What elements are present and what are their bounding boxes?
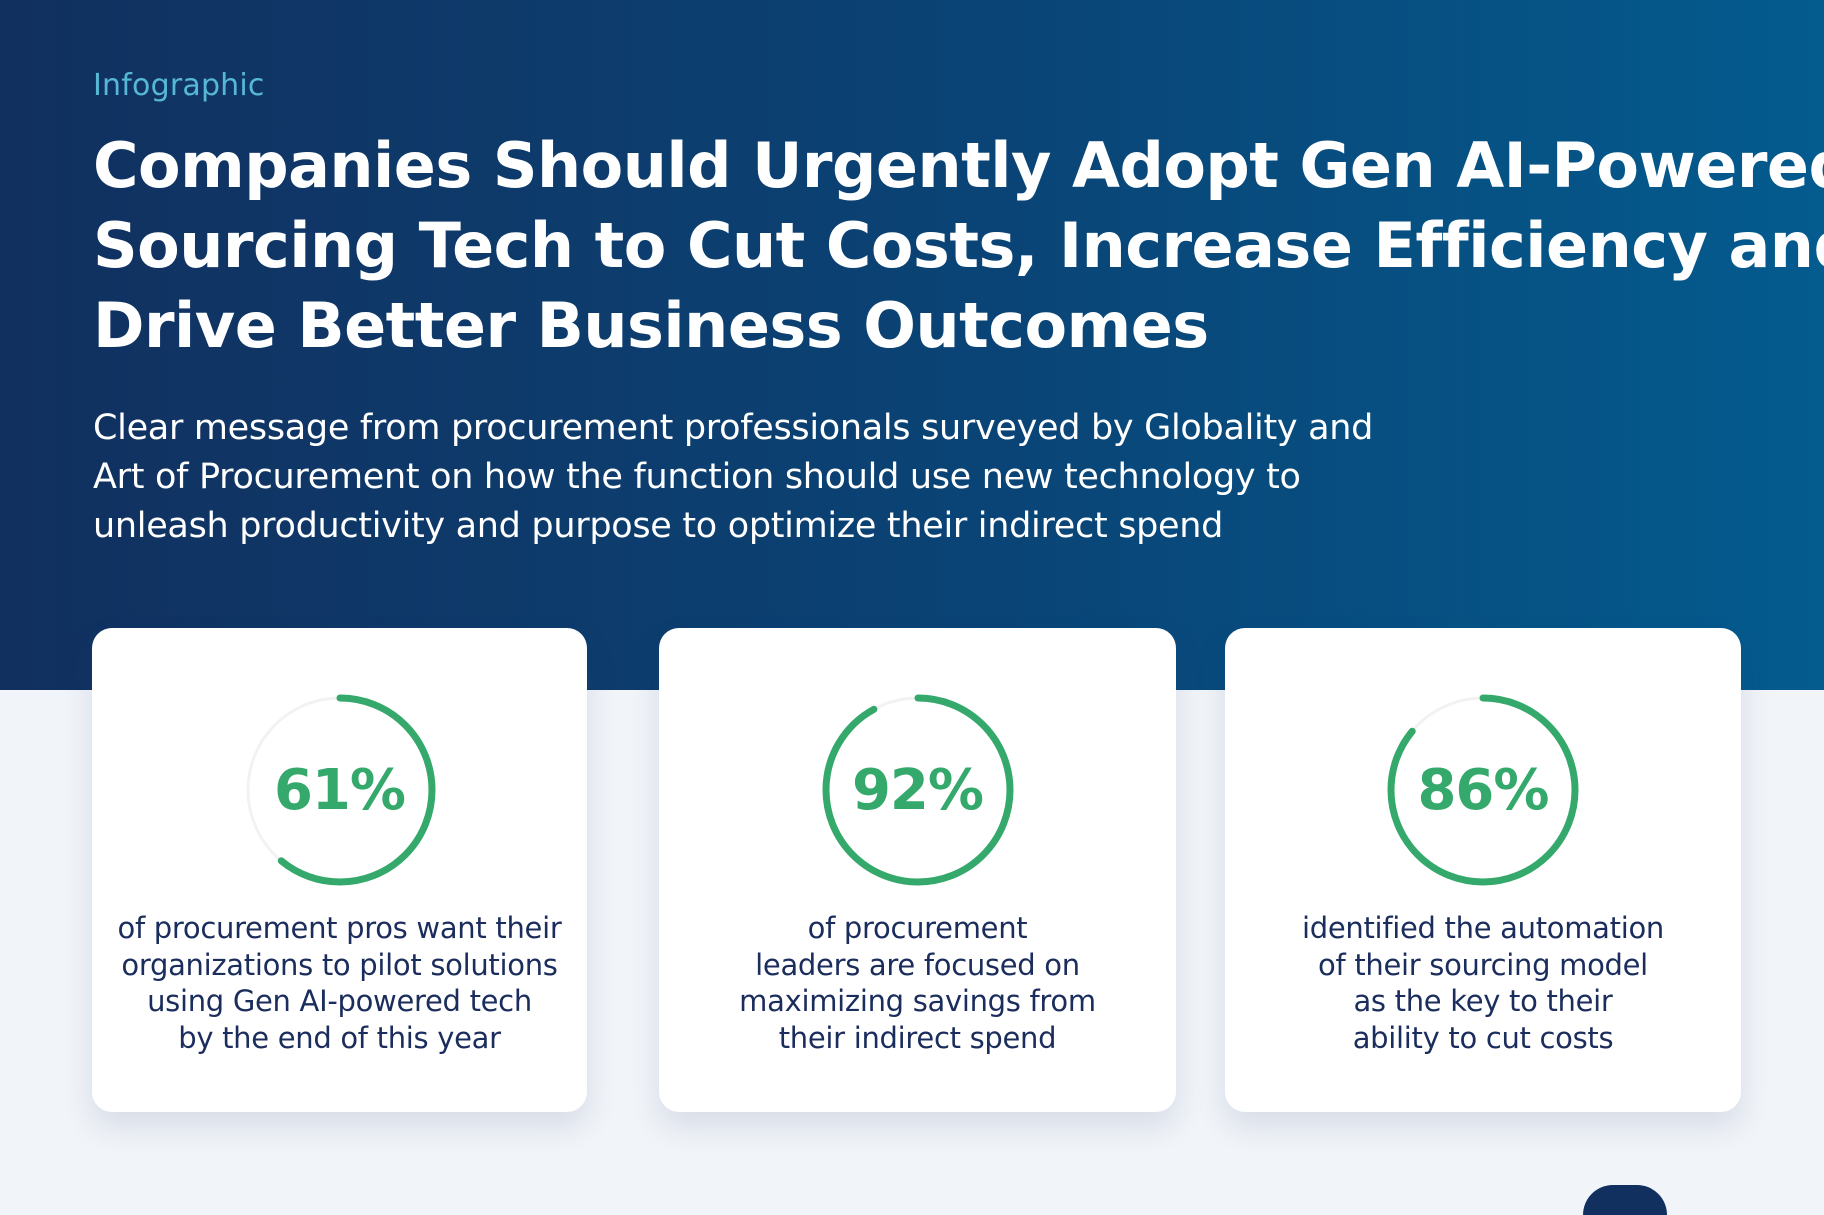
description-line: leaders are focused on: [755, 947, 1080, 982]
progress-ring-icon: [822, 694, 1013, 886]
description-line: maximizing savings from: [739, 984, 1096, 1018]
description-line: of their sourcing model: [1318, 947, 1648, 982]
progress-ring-icon: [244, 694, 435, 886]
description-line: of procurement pros want their: [117, 911, 562, 945]
description-line: their indirect spend: [778, 1020, 1057, 1055]
subtitle-line: Art of Procurement on how the function s…: [93, 457, 1301, 497]
description-line: organizations to pilot solutions: [121, 947, 558, 982]
progress-ring-icon: [1387, 694, 1579, 886]
progress-ring: 92%: [818, 690, 1018, 890]
stat-description: of procurement leaders are focused on ma…: [659, 910, 1176, 1056]
stat-card-1: 61% of procurement pros want their organ…: [92, 628, 587, 1112]
title-line: Companies Should Urgently Adopt Gen AI-P…: [93, 129, 1824, 202]
title-line: Sourcing Tech to Cut Costs, Increase Eff…: [93, 209, 1824, 282]
stat-percentage: 86%: [1417, 757, 1549, 823]
description-line: using Gen AI-powered tech: [147, 984, 532, 1018]
stat-description: of procurement pros want their organizat…: [92, 910, 587, 1056]
stat-card-3: 86% identified the automation of their s…: [1225, 628, 1741, 1112]
description-line: of procurement: [807, 911, 1028, 945]
hero-banner: Infographic Companies Should Urgently Ad…: [0, 0, 1824, 690]
description-line: identified the automation: [1302, 911, 1664, 945]
description-line: by the end of this year: [178, 1020, 501, 1055]
stat-percentage: 61%: [273, 757, 406, 823]
subtitle-line: unleash productivity and purpose to opti…: [93, 506, 1224, 546]
description-line: as the key to their: [1353, 984, 1613, 1018]
description-line: ability to cut costs: [1352, 1020, 1614, 1055]
eyebrow-label: Infographic: [93, 68, 265, 103]
stat-description: identified the automation of their sourc…: [1225, 910, 1741, 1056]
stat-card-2: 92% of procurement leaders are focused o…: [659, 628, 1176, 1112]
page-title: Companies Should Urgently Adopt Gen AI-P…: [93, 126, 1824, 366]
subtitle-line: Clear message from procurement professio…: [93, 408, 1374, 448]
stat-percentage: 92%: [851, 757, 984, 823]
progress-ring: 86%: [1383, 690, 1583, 890]
page-subtitle: Clear message from procurement professio…: [93, 404, 1493, 551]
progress-ring: 61%: [240, 690, 440, 890]
title-line: Drive Better Business Outcomes: [93, 289, 1209, 362]
